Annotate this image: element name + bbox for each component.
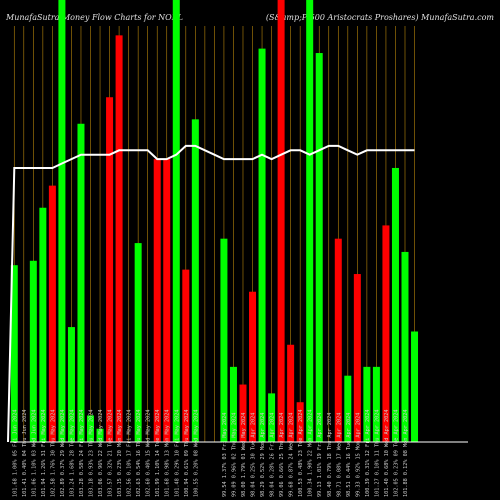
- x-tick-label: 102.05 0.23% 09 Tue Apr 2024: [393, 410, 399, 497]
- bar: [182, 269, 190, 442]
- x-tick-label: 103.24 1.68% 28 Tue May 2024: [69, 410, 75, 497]
- bar: [163, 159, 171, 442]
- x-tick-label: 101.27 0.10% 11 Thu Apr 2024: [374, 410, 380, 497]
- bar: [296, 402, 304, 442]
- x-tick-label: 103.18 0.93% 23 Thu May 2024: [89, 410, 95, 497]
- x-tick-label: 103.57 0.32% 21 Tue May 2024: [108, 410, 114, 497]
- bar: [48, 185, 56, 442]
- bar: [10, 265, 18, 442]
- bar: [220, 238, 228, 442]
- x-tick-label: 98.04 0.25% 30 Tue Apr 2024: [251, 413, 257, 497]
- x-tick-label: 103.28 0.58% 24 Fri May 2024: [79, 410, 85, 497]
- bar: [277, 0, 285, 442]
- bar: [239, 384, 247, 442]
- bar: [344, 375, 352, 442]
- x-tick-label: 98.04 0.28% 26 Fri Apr 2024: [270, 413, 276, 497]
- x-tick-label: 100.39 0.31% 12 Fri Apr 2024: [365, 410, 371, 497]
- x-tick-label: 101.40 0.68% 10 Wed Apr 2024: [384, 410, 390, 497]
- x-tick-label: 103.06 0.96% 22 Wed May 2024: [98, 410, 104, 497]
- bar: [39, 207, 47, 442]
- bar: [391, 167, 399, 442]
- bar: [315, 53, 323, 442]
- x-tick-label: 99.33 0.92% 15 Mon Apr 2024: [355, 413, 361, 497]
- bar: [58, 0, 66, 442]
- bar: [153, 159, 161, 442]
- bars: [10, 0, 419, 443]
- bar: [353, 274, 361, 442]
- bar: [382, 225, 390, 442]
- bar: [67, 327, 75, 442]
- x-tick-label: 99.09 0.96% 02 Thu May 2024: [231, 413, 237, 497]
- bar: [401, 251, 409, 442]
- x-tick-label: 101.48 0.29% 10 Fri May 2024: [174, 410, 180, 497]
- x-tick-label: 101.06 1.10% 03 Wed Jun 2024: [31, 410, 37, 497]
- x-tick-label: 102.56 0.10% 17 Fri May 2024: [127, 410, 133, 497]
- bar: [172, 0, 180, 442]
- x-axis-labels: 101.68 1.00% 05 Fri Jun 2024 101.41 0.40%…: [12, 410, 409, 497]
- bar: [249, 291, 257, 442]
- x-tick-label: 103.15 0.23% 20 Mon May 2024: [117, 410, 123, 497]
- x-tick-label: 98.40 0.79% 18 Thu Apr 2024: [327, 413, 333, 497]
- x-tick-label: 98.71 0.08% 17 Wed Apr 2024: [336, 413, 342, 497]
- x-tick-label: 102.63 0.54% 16 Thu May 2024: [136, 410, 142, 497]
- x-tick-label: 100.94 0.61% 09 Thu May 2024: [184, 410, 190, 497]
- bar: [106, 97, 114, 443]
- chart-title-right: (S&amp;P 500 Aristocrats Proshares) Muna…: [265, 13, 494, 22]
- x-tick-label: 101.88 0.12% 08 Mon Apr 2024: [403, 410, 409, 497]
- x-tick-label: 98.51 0.44% 16 Tue Apr 2024: [346, 413, 352, 497]
- bar: [115, 35, 123, 443]
- x-tick-label: 100.34 1.90% 22 Mon Apr 2024: [308, 410, 314, 497]
- x-tick-label: 99.68 0.87% 24 Wed Apr 2024: [289, 413, 295, 497]
- bar: [287, 344, 295, 442]
- x-tick-label: 99.54 1.37% 03 Fri May 2024: [222, 413, 228, 497]
- bar: [334, 238, 342, 442]
- bar: [229, 366, 237, 442]
- x-tick-label: 99.06 0.66% 25 Thu Apr 2024: [279, 413, 285, 497]
- chart-title-left: MunafaSutra Money Flow Charts for NOBL: [6, 13, 183, 22]
- bar: [372, 366, 380, 442]
- bar: [306, 0, 314, 442]
- bar: [191, 119, 199, 442]
- x-tick-label: 101.99 1.10% 14 Tue May 2024: [155, 410, 161, 497]
- x-tick-label: 98.29 0.52% 29 Mon Apr 2024: [260, 413, 266, 497]
- x-tick-label: 101.68 0.98% 13 Mon May 2024: [165, 410, 171, 497]
- x-tick-label: 100.55 0.20% 08 Wed May 2024: [193, 410, 199, 497]
- x-tick-label: 101.94 1.26% 31 Fri May 2024: [41, 410, 47, 497]
- money-flow-line: [7, 144, 415, 443]
- x-tick-label: 101.41 0.40% 04 Thu Jun 2024: [22, 410, 28, 497]
- bar: [29, 260, 37, 442]
- x-tick-label: 102.89 0.37% 29 Wed May 2024: [60, 410, 66, 497]
- x-tick-label: 99.13 1.01% 19 Fri Apr 2024: [317, 413, 323, 497]
- bar: [77, 123, 85, 442]
- x-tick-label: 102.60 0.40% 15 Wed May 2024: [146, 410, 152, 497]
- bar: [134, 243, 142, 442]
- bar: [96, 428, 104, 442]
- x-tick-label: 102.58 1.76% 30 Thu May 2024: [50, 410, 56, 497]
- bar: [268, 393, 276, 442]
- bar: [258, 48, 266, 443]
- x-tick-label: 100.53 0.48% 23 Tue Apr 2024: [298, 410, 304, 497]
- x-tick-label: 101.68 1.00% 05 Fri Jun 2024: [12, 410, 18, 497]
- bar: [363, 366, 371, 442]
- bar: [87, 415, 95, 442]
- bar: [411, 331, 419, 442]
- x-tick-label: 98.00 1.79% 01 Wed May 2024: [241, 413, 247, 497]
